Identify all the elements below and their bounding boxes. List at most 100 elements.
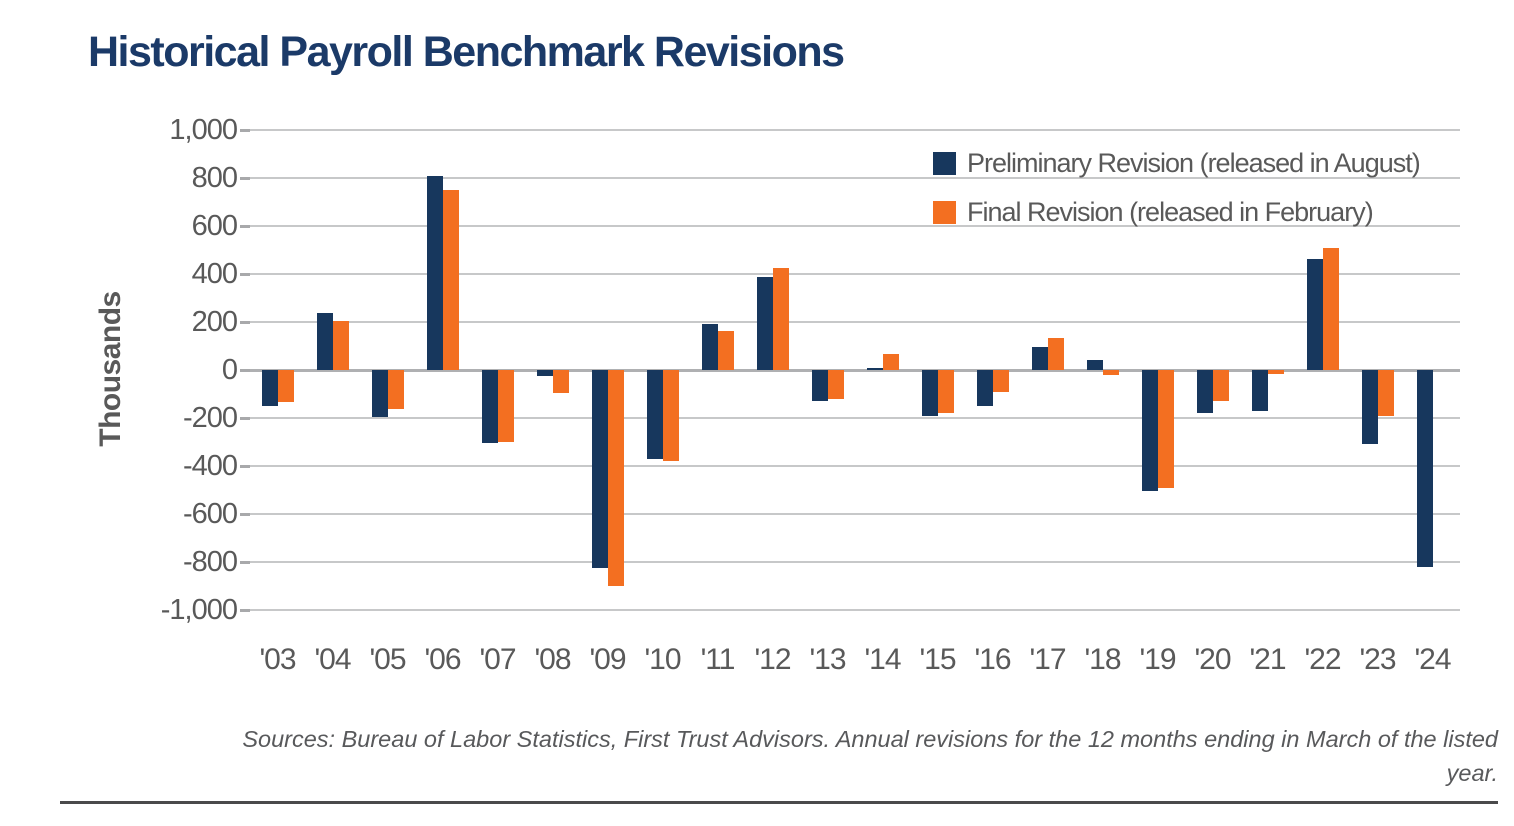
bar-preliminary [591,370,608,568]
x-tick-label: '13 [809,643,846,676]
y-tick-label: 1,000 [169,114,238,146]
y-axis-tick [240,224,250,228]
bar-preliminary [1196,370,1213,414]
y-axis-tick [240,512,250,516]
source-note-line2: year. [1446,760,1498,786]
y-axis-tick [240,176,250,180]
bar-preliminary [1086,359,1103,370]
grid-line [250,417,1460,419]
bar-final [442,189,459,370]
bar-final [1322,248,1339,370]
x-tick-label: '22 [1304,643,1341,676]
x-tick-label: '07 [479,643,516,676]
bar-final [1102,370,1119,375]
bar-final [277,370,294,403]
grid-line [250,465,1460,467]
bar-final [607,370,624,587]
bar-final [662,370,679,462]
grid-line [250,273,1460,275]
bar-final [882,353,899,370]
grid-line [250,609,1460,611]
bar-preliminary [536,370,553,376]
bar-preliminary [1031,347,1048,370]
final-series-swatch [933,200,956,224]
y-tick-label: 800 [191,162,238,194]
grid-line [250,513,1460,515]
y-tick-label: -1,000 [160,594,238,626]
grid-line [250,225,1460,227]
bar-preliminary [701,323,718,370]
y-tick-label: -600 [182,498,238,530]
bar-preliminary [1306,259,1323,370]
bar-preliminary [481,370,498,444]
bar-final [1267,370,1284,374]
y-axis-tick [240,128,250,132]
y-tick-label: 200 [191,306,238,338]
x-tick-label: '24 [1414,643,1451,676]
bar-preliminary [921,370,938,416]
x-tick-label: '15 [919,643,956,676]
y-tick-label: -200 [182,402,238,434]
legend-item-preliminary: Preliminary Revision (released in August… [933,142,1421,184]
bar-final [552,370,569,393]
x-tick-label: '20 [1194,643,1231,676]
bar-preliminary [756,277,773,370]
bar-final [827,370,844,400]
bar-preliminary [1251,370,1268,412]
preliminary-series-swatch [933,151,956,175]
chart-title: Historical Payroll Benchmark Revisions [88,28,845,76]
bar-final [1212,370,1229,402]
chart-legend: Preliminary Revision (released in August… [933,142,1421,240]
x-tick-label: '09 [589,643,626,676]
legend-item-final: Final Revision (released in February) [933,191,1420,233]
y-axis-tick [240,608,250,612]
bar-final [717,330,734,370]
y-axis-tick [240,464,250,468]
bar-final [387,370,404,409]
x-tick-label: '05 [369,643,406,676]
x-tick-label: '21 [1249,643,1286,676]
bar-preliminary [1141,370,1158,492]
source-note: Sources: Bureau of Labor Statistics, Fir… [60,722,1498,790]
x-tick-label: '06 [424,643,461,676]
x-tick-label: '11 [700,643,736,676]
y-tick-label: 600 [191,210,238,242]
zero-line [250,368,1460,372]
y-tick-label: -400 [182,450,238,482]
bar-final [1377,370,1394,417]
x-tick-label: '16 [974,643,1011,676]
y-axis-tick [240,272,250,276]
bar-preliminary [426,175,443,370]
bar-final [772,268,789,370]
x-tick-label: '08 [534,643,571,676]
x-tick-label: '18 [1084,643,1121,676]
bar-preliminary [646,370,663,459]
x-tick-label: '14 [864,643,901,676]
y-tick-label: 0 [221,354,238,386]
bar-preliminary [371,370,388,418]
grid-line [250,321,1460,323]
grid-line [250,129,1460,131]
y-tick-label: -800 [182,546,238,578]
grid-line [250,177,1460,179]
source-note-line1: Sources: Bureau of Labor Statistics, Fir… [242,726,1498,752]
bar-preliminary [316,313,333,370]
y-axis-tick [240,560,250,564]
x-tick-label: '19 [1139,643,1176,676]
y-axis-tick [240,416,250,420]
bar-preliminary [1416,370,1433,567]
x-tick-label: '10 [644,643,681,676]
y-axis-tick [240,320,250,324]
bar-final [332,321,349,370]
x-tick-label: '17 [1029,643,1066,676]
x-tick-label: '23 [1359,643,1396,676]
legend-label-final: Final Revision (released in February) [967,196,1374,227]
y-axis-tick [240,368,250,372]
bar-preliminary [866,368,883,370]
legend-label-preliminary: Preliminary Revision (released in August… [967,147,1421,178]
bar-final [1157,370,1174,488]
bar-final [497,370,514,442]
bar-preliminary [261,370,278,406]
